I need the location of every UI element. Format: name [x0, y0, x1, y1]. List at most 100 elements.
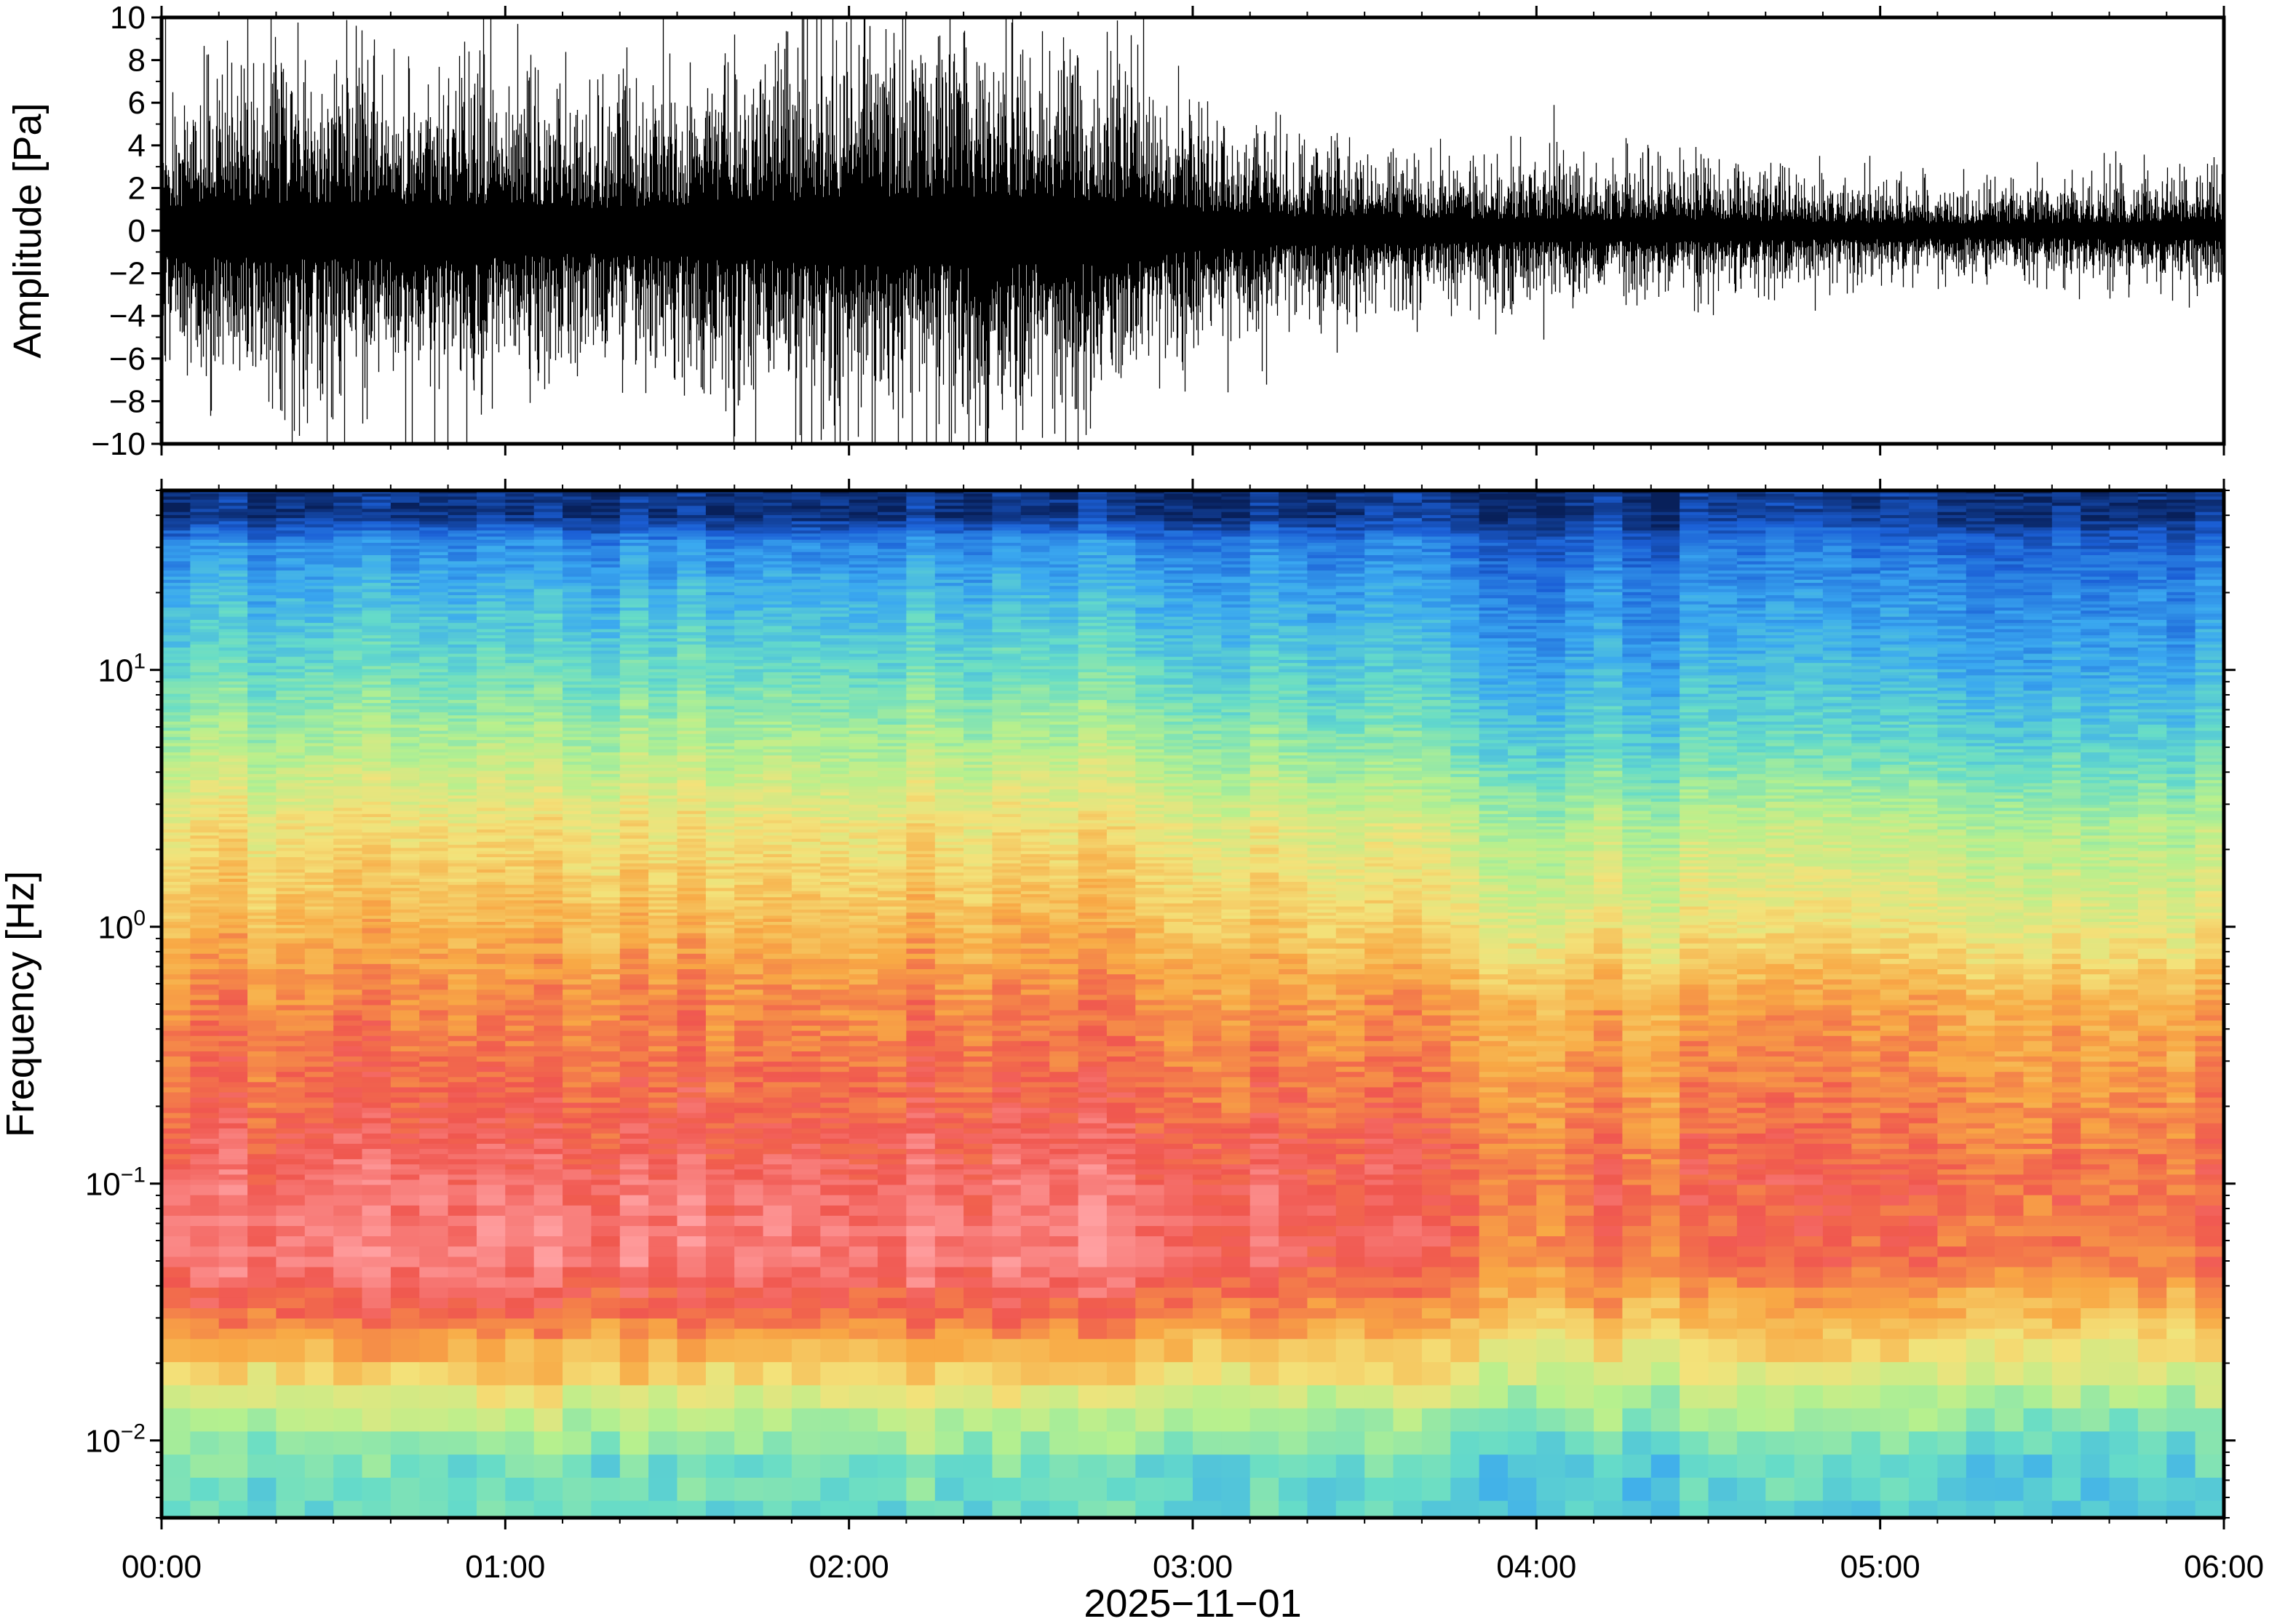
spectrogram-cell [619, 773, 649, 778]
spectrogram-cell [190, 736, 220, 741]
spectrogram-cell [648, 656, 678, 661]
spectrogram-cell [763, 1236, 792, 1247]
spectrogram-cell [533, 740, 563, 744]
spectrogram-cell [362, 1246, 392, 1258]
spectrogram-cell [218, 558, 248, 562]
spectrogram-cell [677, 493, 707, 498]
spectrogram-cell [619, 1072, 649, 1078]
spectrogram-cell [763, 570, 792, 575]
spectrogram-cell [763, 848, 792, 852]
spectrogram-cell [563, 1077, 592, 1083]
spectrogram-cell [677, 626, 707, 630]
spectrogram-cell [705, 502, 736, 506]
spectrogram-cell [276, 755, 306, 760]
spectrogram-cell [333, 1139, 363, 1145]
spectrogram-cell [734, 922, 764, 926]
spectrogram-cell [648, 595, 678, 599]
spectrogram-cell [763, 820, 792, 824]
spectrogram-cell [505, 1169, 535, 1176]
spectrogram-cell [763, 743, 792, 747]
spectrogram-cell [705, 909, 736, 914]
spectrogram-cell [304, 1112, 334, 1119]
spectrogram-cell [247, 573, 277, 578]
spectrogram-cell [162, 749, 191, 753]
spectrogram-cell [448, 502, 477, 506]
spectrogram-cell [648, 499, 678, 503]
spectrogram-cell [648, 888, 678, 892]
spectrogram-cell [362, 885, 392, 889]
spectrogram-cell [390, 502, 421, 506]
spectrogram-cell [333, 561, 363, 565]
spectrogram-cell [190, 1077, 220, 1083]
spectrogram-cell [677, 530, 707, 535]
spectrogram-cell [304, 1139, 334, 1145]
spectrogram-cell [304, 1339, 334, 1363]
spectrogram-cell [419, 564, 449, 568]
spectrogram-cell [448, 918, 477, 923]
spectrogram-cell [362, 1005, 392, 1011]
spectrogram-cell [247, 1000, 277, 1006]
spectrogram-cell [563, 632, 592, 636]
spectrogram-cell [705, 1408, 736, 1433]
spectrogram-cell [563, 709, 592, 713]
spectrogram-cell [677, 1246, 707, 1258]
spectrogram-cell [390, 653, 421, 658]
spectrogram-cell [619, 1087, 649, 1094]
spectrogram-cell [362, 906, 392, 910]
spectrogram-cell [162, 1051, 191, 1057]
spectrogram-cell [333, 604, 363, 608]
spectrogram-cell [533, 749, 563, 753]
spectrogram-cell [333, 1133, 363, 1139]
spectrogram-cell [333, 688, 363, 692]
spectrogram-cell [162, 900, 191, 904]
spectrogram-cell [218, 1123, 248, 1129]
spectrogram-cell [763, 629, 792, 633]
spectrogram-cell [162, 866, 191, 870]
spectrogram-cell [218, 860, 248, 864]
spectrogram-cell [677, 1107, 707, 1114]
spectrogram-cell [276, 903, 306, 907]
spectrogram-cell [162, 845, 191, 849]
spectrogram-cell [705, 696, 736, 701]
spectrogram-cell [763, 703, 792, 707]
spectrogram-cell [505, 829, 535, 833]
spectrogram-cell [218, 758, 248, 763]
spectrogram-cell [362, 635, 392, 640]
spectrogram-cell [419, 1195, 449, 1206]
spectrogram-cell [591, 1107, 621, 1114]
spectrogram-cell [218, 1015, 248, 1022]
spectrogram-cell [563, 958, 592, 965]
spectrogram-cell [677, 678, 707, 682]
spectrogram-cell [333, 933, 363, 939]
spectrogram-cell [563, 1308, 592, 1319]
spectrogram-cell [563, 888, 592, 892]
spectrogram-cell [705, 1072, 736, 1078]
spectrogram-cell [390, 773, 421, 778]
spectrogram-cell [390, 1297, 421, 1309]
spectrogram-cell [533, 1112, 563, 1119]
spectrogram-cell [304, 1133, 334, 1139]
spectrogram-cell [218, 1297, 248, 1309]
spectrogram-cell [390, 1046, 421, 1052]
spectrogram-cell [648, 918, 678, 923]
spectrogram-cell [505, 561, 535, 565]
spectrogram-cell [563, 586, 592, 590]
spectrogram-cell [648, 521, 678, 525]
spectrogram-cell [419, 610, 449, 615]
spectrogram-cell [791, 660, 822, 664]
spectrogram-cell [705, 496, 736, 501]
spectrogram-cell [477, 995, 506, 1001]
spectrogram-cell [448, 773, 477, 778]
spectrogram-cell [247, 866, 277, 870]
spectrogram-cell [333, 521, 363, 525]
spectrogram-cell [162, 688, 191, 692]
spectrogram-cell [533, 943, 563, 950]
spectrogram-cell [563, 893, 592, 898]
spectrogram-cell [247, 1139, 277, 1145]
spectrogram-cell [734, 776, 764, 781]
spectrogram-cell [390, 1339, 421, 1363]
spectrogram-cell [677, 681, 707, 685]
spectrogram-cell [247, 650, 277, 655]
spectrogram-cell [505, 1092, 535, 1099]
spectrogram-cell [648, 610, 678, 615]
